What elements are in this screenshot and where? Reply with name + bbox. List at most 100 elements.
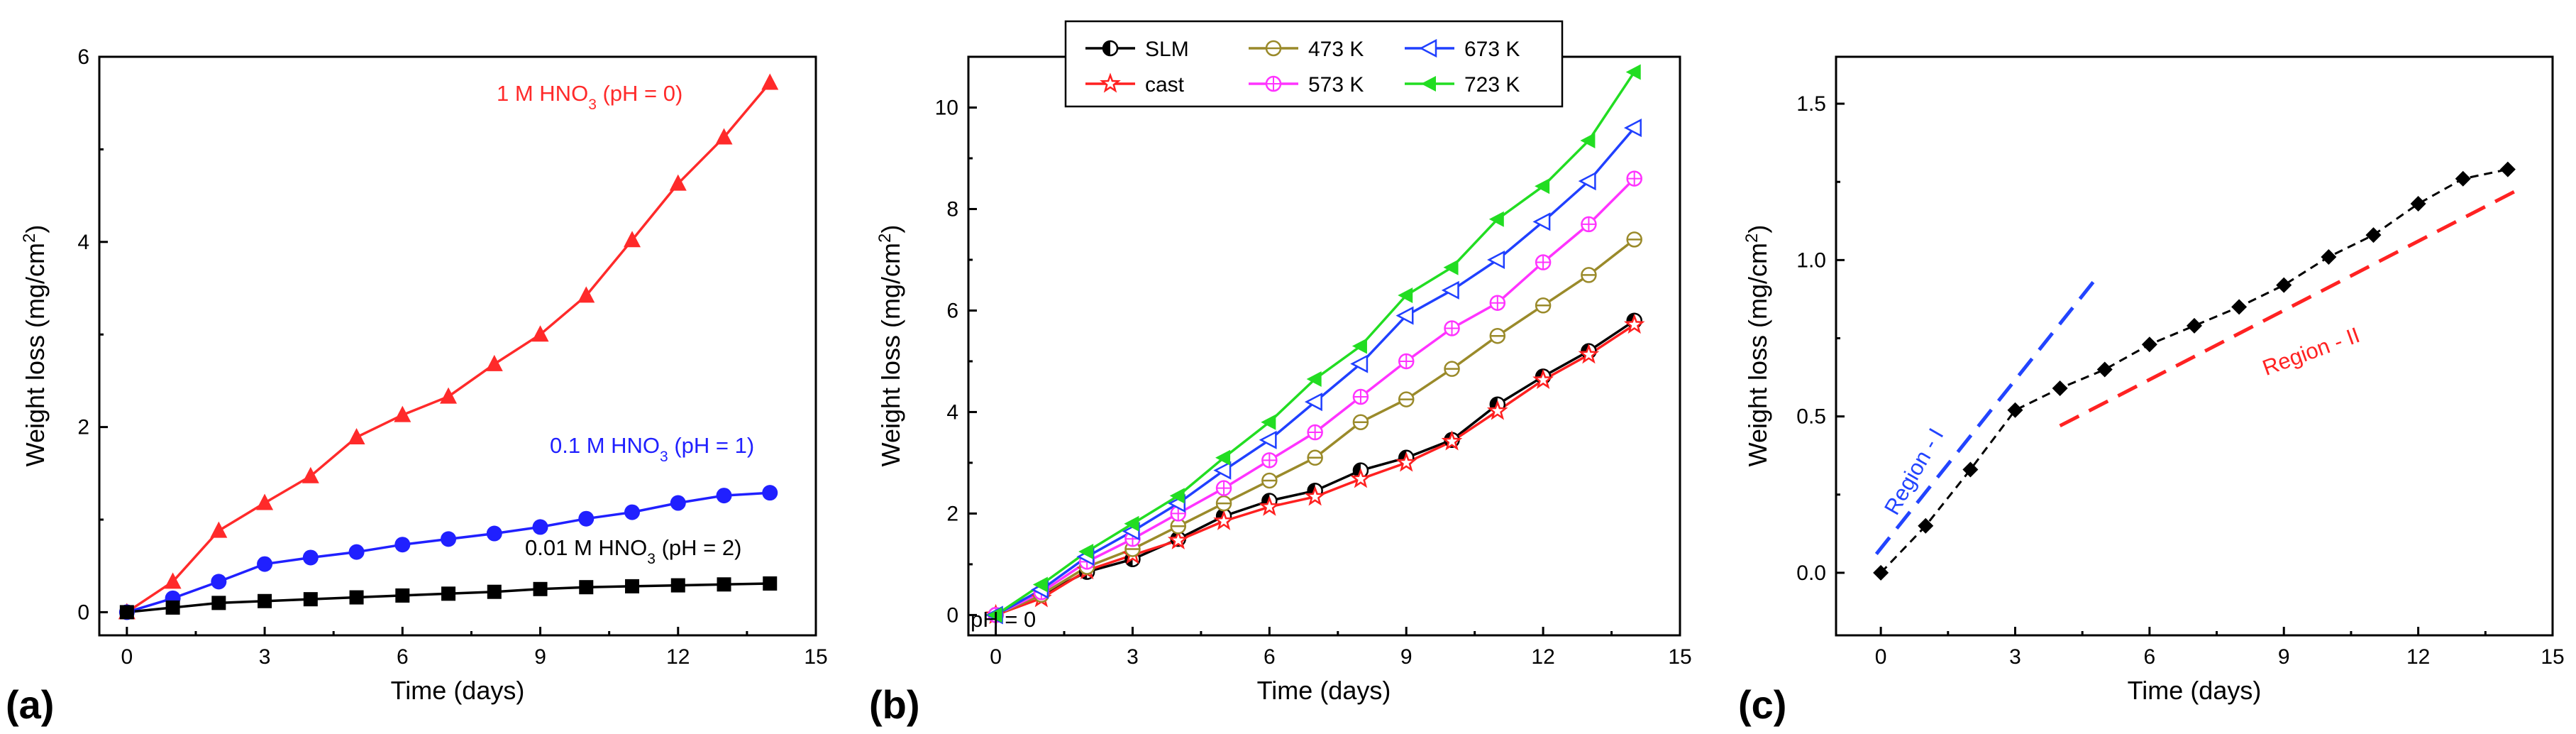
point-723-k bbox=[1443, 259, 1459, 275]
point-0-1-m-hno3-ph-1 bbox=[578, 510, 595, 527]
point-573-k bbox=[1398, 353, 1415, 370]
point-cast bbox=[1167, 529, 1189, 549]
point-data bbox=[1962, 461, 1979, 478]
annotation-1m-hno3: 1 M HNO3 (pH = 0) bbox=[497, 81, 682, 113]
point-cast bbox=[1486, 400, 1508, 420]
annotation-0-01m-hno3: 0.01 M HNO3 (pH = 2) bbox=[525, 535, 741, 567]
panel-a: 0 3 6 9 12 15 0 2 4 6 1 M HNO3 (pH = 0) 0.1 M HNO… bbox=[6, 45, 828, 727]
x-tick-label: 3 bbox=[1127, 645, 1139, 669]
point-723-k bbox=[1215, 449, 1231, 466]
point-0-01-m-hno3-ph-2 bbox=[441, 586, 456, 601]
panel-c: 0 3 6 9 12 15 0.0 0.5 1.0 1.5 Region - I Region - … bbox=[1738, 55, 2565, 727]
y-tick-label: 8 bbox=[946, 197, 958, 221]
legend-label-473-k: 473 K bbox=[1308, 38, 1364, 61]
panel-label-c: (c) bbox=[1738, 682, 1786, 727]
point-573-k bbox=[1581, 216, 1597, 233]
x-tick-label: 12 bbox=[666, 645, 690, 669]
point-573-k bbox=[1307, 424, 1323, 441]
point-1-m-hno3-ph-0 bbox=[256, 493, 274, 510]
point-data bbox=[2096, 361, 2113, 378]
point-473-k bbox=[1535, 297, 1552, 314]
region-ii-label: Region - II bbox=[2259, 322, 2362, 380]
point-0-1-m-hno3-ph-1 bbox=[670, 495, 686, 511]
point-0-01-m-hno3-ph-2 bbox=[395, 588, 410, 603]
y-tick-label: 1.5 bbox=[1796, 92, 1826, 116]
legend-marker-573-k bbox=[1265, 75, 1282, 92]
point-673-k bbox=[1624, 119, 1642, 138]
point-data bbox=[2231, 299, 2248, 315]
point-673-k bbox=[1487, 250, 1505, 270]
point-673-k bbox=[1304, 393, 1322, 412]
legend-label-cast: cast bbox=[1145, 73, 1185, 97]
x-tick-label: 15 bbox=[2541, 645, 2564, 669]
legend-b: SLM cast 473 K 573 K 673 K 723 K bbox=[1064, 20, 1564, 108]
point-data bbox=[2410, 196, 2426, 212]
point-0-1-m-hno3-ph-1 bbox=[302, 549, 319, 566]
point-cast bbox=[1441, 430, 1463, 451]
legend-marker-slm bbox=[1102, 40, 1119, 57]
x-tick-label: 9 bbox=[1400, 645, 1413, 669]
y-tick-label: 4 bbox=[946, 400, 958, 424]
x-axis-label-a: Time (days) bbox=[391, 676, 525, 705]
point-473-k bbox=[1352, 414, 1369, 430]
x-axis-label-c: Time (days) bbox=[2128, 676, 2262, 705]
point-0-01-m-hno3-ph-2 bbox=[763, 576, 778, 591]
y-tick-label: 0.0 bbox=[1796, 562, 1826, 585]
point-1-m-hno3-ph-0 bbox=[485, 354, 503, 371]
y-tick-label: 2 bbox=[946, 502, 958, 525]
point-673-k bbox=[1350, 354, 1369, 373]
x-tick-label: 3 bbox=[259, 645, 271, 669]
point-1-m-hno3-ph-0 bbox=[669, 174, 687, 191]
plot-frame-a bbox=[98, 55, 817, 637]
x-tick-label: 15 bbox=[804, 645, 827, 669]
point-0-01-m-hno3-ph-2 bbox=[258, 593, 272, 608]
point-473-k bbox=[1398, 391, 1415, 407]
point-673-k bbox=[1259, 430, 1277, 449]
point-0-01-m-hno3-ph-2 bbox=[487, 584, 502, 599]
series-line-723-k bbox=[995, 71, 1636, 616]
point-data bbox=[2007, 402, 2023, 418]
point-1-m-hno3-ph-0 bbox=[624, 231, 641, 248]
point-723-k bbox=[1351, 338, 1367, 354]
point-0-1-m-hno3-ph-1 bbox=[211, 574, 227, 590]
x-tick-label: 0 bbox=[121, 645, 133, 669]
point-573-k bbox=[1215, 480, 1232, 496]
legend-label-slm: SLM bbox=[1145, 38, 1189, 61]
point-cast bbox=[1304, 486, 1326, 506]
point-573-k bbox=[1626, 170, 1642, 187]
x-tick-label: 0 bbox=[990, 645, 1002, 669]
point-0-01-m-hno3-ph-2 bbox=[670, 578, 685, 593]
point-1-m-hno3-ph-0 bbox=[531, 325, 549, 342]
point-0-01-m-hno3-ph-2 bbox=[211, 596, 226, 610]
panel-label-a: (a) bbox=[6, 682, 54, 727]
point-0-1-m-hno3-ph-1 bbox=[486, 525, 502, 542]
point-1-m-hno3-ph-0 bbox=[164, 572, 182, 589]
point-1-m-hno3-ph-0 bbox=[440, 387, 458, 404]
point-cast bbox=[1213, 510, 1234, 530]
point-473-k bbox=[1261, 472, 1278, 489]
point-1-m-hno3-ph-0 bbox=[210, 521, 228, 538]
x-tick-label: 15 bbox=[1668, 645, 1691, 669]
y-tick-label: 6 bbox=[946, 299, 958, 322]
point-0-1-m-hno3-ph-1 bbox=[348, 544, 365, 560]
point-1-m-hno3-ph-0 bbox=[394, 405, 411, 422]
annotation-0-1m-hno3: 0.1 M HNO3 (pH = 1) bbox=[550, 433, 754, 465]
x-tick-label: 12 bbox=[1531, 645, 1554, 669]
point-673-k bbox=[1532, 212, 1551, 231]
fit-line-region-i bbox=[1874, 278, 2098, 556]
point-723-k bbox=[1306, 371, 1322, 387]
region-i-label: Region - I bbox=[1879, 424, 1949, 519]
point-573-k bbox=[1489, 295, 1506, 311]
legend-label-673-k: 673 K bbox=[1464, 38, 1520, 61]
y-axis-label-c: Weight loss (mg/cm2) bbox=[1742, 225, 1773, 467]
y-tick-label: 0.5 bbox=[1796, 405, 1826, 429]
x-tick-label: 6 bbox=[397, 645, 409, 669]
point-573-k bbox=[1261, 452, 1278, 469]
point-0-01-m-hno3-ph-2 bbox=[625, 579, 640, 593]
point-data bbox=[2276, 277, 2292, 293]
y-tick-label: 4 bbox=[77, 231, 89, 254]
point-data bbox=[2141, 336, 2157, 353]
point-1-m-hno3-ph-0 bbox=[577, 286, 595, 303]
point-0-1-m-hno3-ph-1 bbox=[257, 556, 273, 572]
point-1-m-hno3-ph-0 bbox=[348, 427, 365, 444]
